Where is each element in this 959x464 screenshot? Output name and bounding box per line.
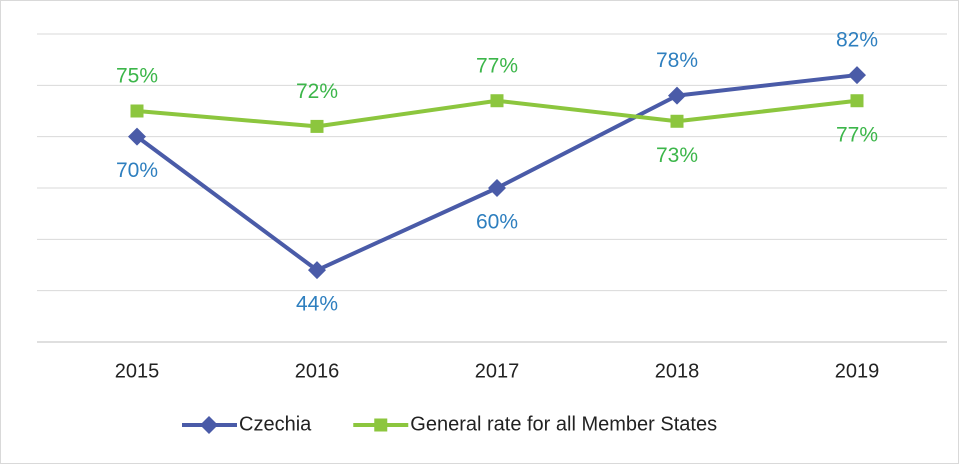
data-label: 70% [116, 159, 158, 182]
data-point [668, 86, 686, 105]
data-point [850, 94, 864, 108]
data-label: 44% [296, 293, 338, 316]
x-tick-label: 2018 [655, 360, 700, 382]
data-label: 77% [476, 54, 518, 77]
x-tick-label: 2019 [835, 360, 880, 382]
data-point [310, 119, 324, 133]
data-label: 82% [836, 29, 878, 52]
legend-marker [374, 418, 388, 432]
data-label: 72% [296, 80, 338, 103]
data-label: 77% [836, 123, 878, 146]
data-label: 75% [116, 65, 158, 88]
data-point [490, 94, 504, 108]
x-tick-label: 2017 [475, 360, 520, 382]
legend-label: General rate for all Member States [410, 413, 717, 435]
data-label: 73% [656, 144, 698, 167]
data-point [848, 66, 866, 85]
data-point [488, 179, 506, 197]
data-point [130, 104, 144, 118]
legend-marker [200, 416, 218, 434]
data-point [670, 114, 684, 128]
x-tick-label: 2016 [295, 360, 340, 382]
data-label: 60% [476, 211, 518, 234]
data-point [308, 261, 326, 280]
data-label: 78% [656, 49, 698, 72]
data-point [128, 127, 146, 146]
legend-label: Czechia [239, 413, 312, 435]
x-tick-label: 2015 [115, 360, 160, 382]
